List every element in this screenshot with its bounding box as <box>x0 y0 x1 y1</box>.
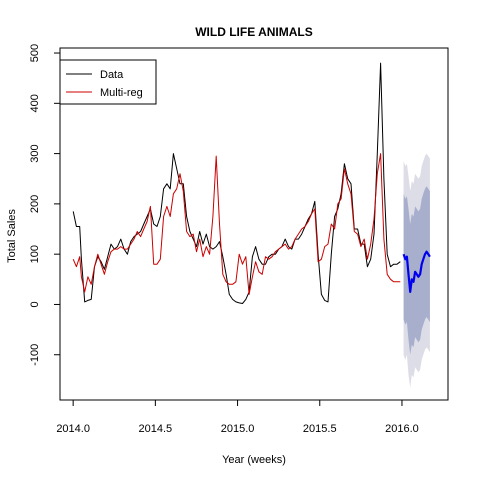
legend: Data Multi-reg <box>59 59 157 105</box>
x-axis-label: Year (weeks) <box>222 454 286 466</box>
forecast-band-80 <box>403 186 430 355</box>
y-tick-label: 500 <box>29 44 41 62</box>
x-tick-label: 2014.0 <box>56 423 90 435</box>
y-tick-label: 400 <box>29 94 41 112</box>
y-tick-label: 300 <box>29 144 41 162</box>
x-tick-label: 2015.0 <box>221 423 255 435</box>
series-line-data <box>72 62 401 304</box>
chart-title: WILD LIFE ANIMALS <box>195 25 313 39</box>
series-line-forecast <box>402 250 431 293</box>
legend-label-multi-reg: Multi-reg <box>100 87 143 99</box>
y-axis-label: Total Sales <box>6 209 18 263</box>
legend-box <box>59 59 157 105</box>
x-tick-label: 2015.5 <box>303 423 337 435</box>
legend-label-data: Data <box>100 69 124 81</box>
y-tick-label: -100 <box>29 344 41 366</box>
y-tick-label: 100 <box>29 245 41 263</box>
series-lines <box>72 62 431 304</box>
plot-frame <box>59 47 449 401</box>
series-line-multi-reg <box>72 153 401 295</box>
x-tick-label: 2014.5 <box>139 423 173 435</box>
x-tick-label: 2016.0 <box>385 423 419 435</box>
y-tick-label: 200 <box>29 195 41 213</box>
forecast-interval <box>403 153 430 388</box>
y-tick-label: 0 <box>29 301 41 307</box>
